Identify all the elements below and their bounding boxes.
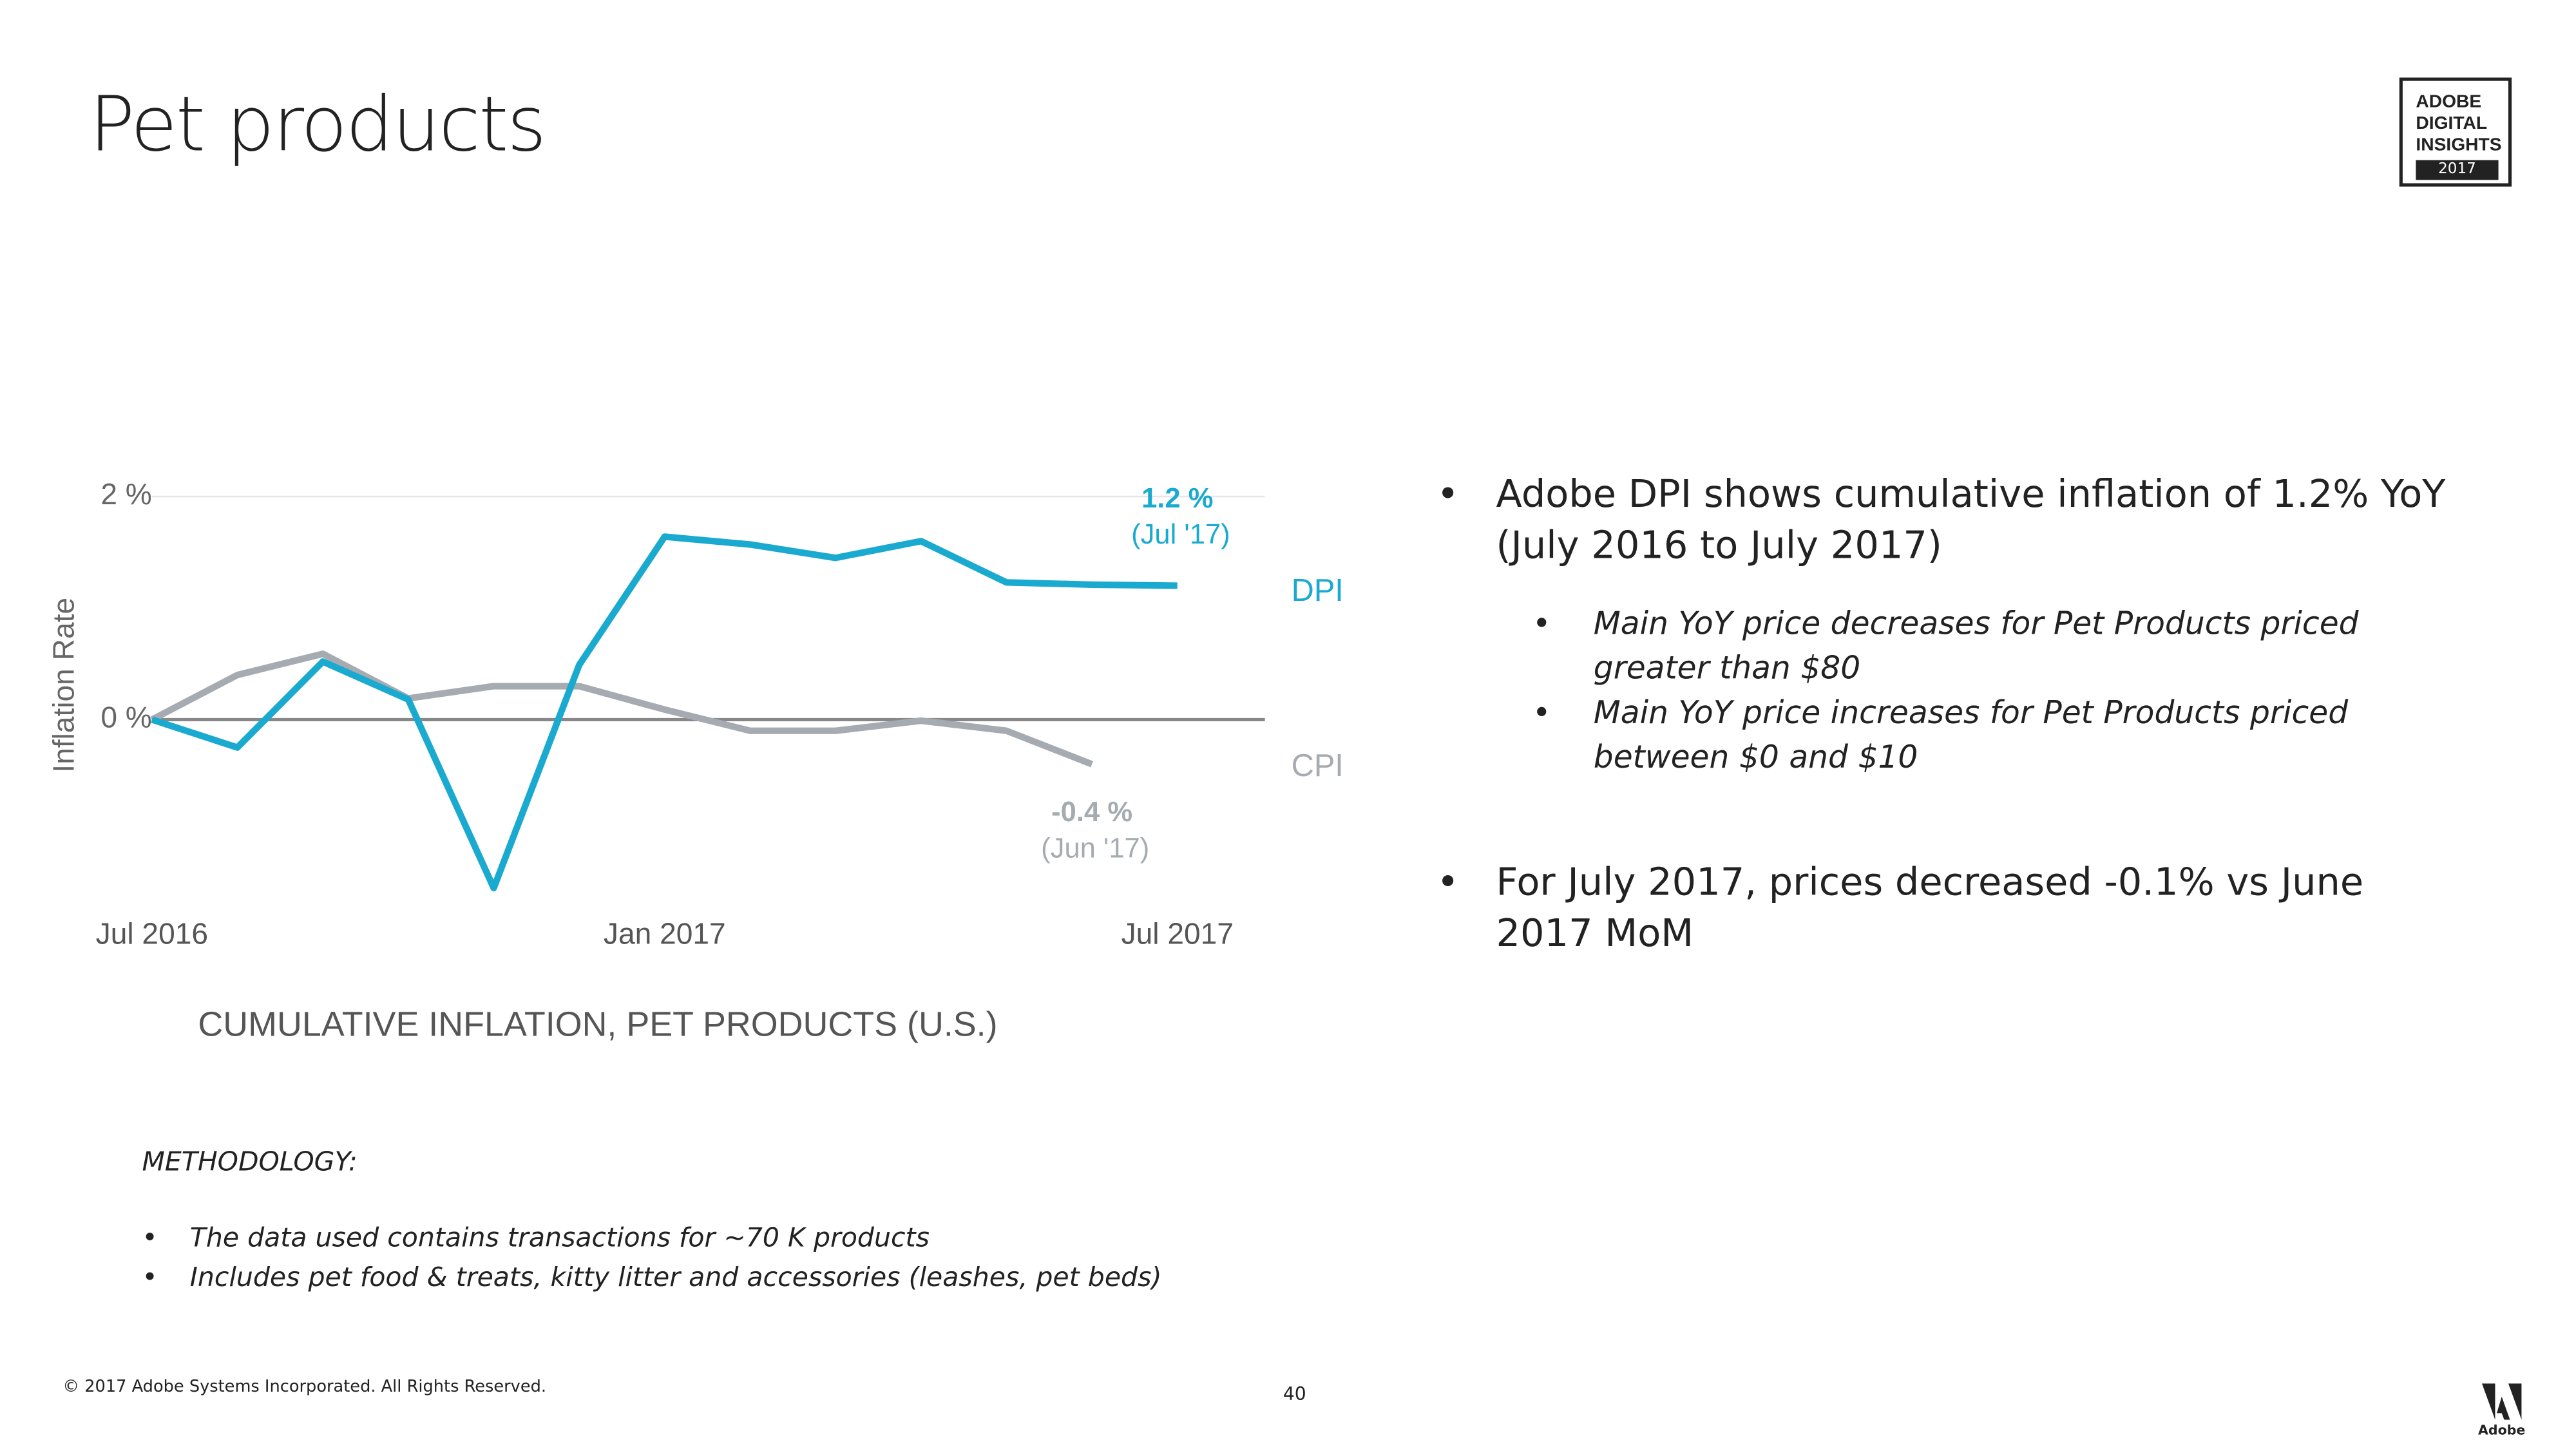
- x-tick-label: Jan 2017: [604, 917, 726, 951]
- legend-label: DPI: [1292, 573, 1344, 608]
- slide-title: Pet products: [89, 79, 546, 169]
- sub-bullet: • Main YoY price increases for Pet Produc…: [1532, 695, 2349, 776]
- badge-year: 2017: [2416, 160, 2499, 180]
- y-axis-label: Inflation Rate: [47, 598, 81, 773]
- x-tick-label: Jul 2016: [96, 917, 208, 951]
- y-tick-label: 0 %: [100, 701, 151, 734]
- data-label: -0.4 %: [1051, 797, 1132, 828]
- methodology-item: • The data used contains transactions for…: [142, 1221, 930, 1253]
- bullet: • Adobe DPI shows cumulative inflation of…: [1436, 471, 2460, 781]
- data-label: 1.2 %: [1141, 483, 1213, 514]
- methodology-item: • Includes pet food & treats, kitty litte…: [142, 1261, 1162, 1293]
- footer: © 2017 Adobe Systems Incorporated. All R…: [62, 1378, 547, 1397]
- logo: Adobe: [2477, 1383, 2526, 1438]
- series-line: [151, 533, 1178, 892]
- sub-bullets: • Main YoY price decreases for Pet Produc…: [1532, 603, 2461, 781]
- bullet-text: Adobe DPI shows cumulative inflation of …: [1496, 473, 2446, 568]
- badge-line: DIGITAL: [2416, 113, 2488, 134]
- data-label-date: (Jul '17): [1131, 519, 1230, 550]
- badge-line: INSIGHTS: [2416, 135, 2502, 155]
- bullet-text: For July 2017, prices decreased -0.1% vs…: [1496, 862, 2364, 956]
- badge: ADOBE DIGITAL INSIGHTS 2017: [2399, 77, 2512, 187]
- methodology: METHODOLOGY: • The data used contains tra…: [142, 1142, 1161, 1298]
- page-number: 40: [1283, 1383, 1306, 1405]
- logo-icon: [2481, 1383, 2522, 1420]
- logo-text: Adobe: [2478, 1423, 2526, 1438]
- methodology-text: The data used contains transactions for …: [189, 1221, 930, 1253]
- legend-label: CPI: [1292, 748, 1344, 783]
- sub-bullet-text: Main YoY price decreases for Pet Product…: [1593, 605, 2359, 687]
- sub-bullet-text: Main YoY price increases for Pet Product…: [1593, 695, 2349, 776]
- x-tick-label: Jul 2017: [1121, 917, 1234, 951]
- series-line: [150, 650, 1093, 768]
- methodology-heading: METHODOLOGY:: [142, 1146, 358, 1177]
- data-label-date: (Jun '17): [1041, 833, 1149, 864]
- sub-bullet: • Main YoY price decreases for Pet Produc…: [1532, 605, 2359, 687]
- chart-title: CUMULATIVE INFLATION, PET PRODUCTS (U.S.…: [198, 1005, 997, 1044]
- bullet: • For July 2017, prices decreased -0.1% v…: [1436, 858, 2460, 961]
- y-tick-label: 2 %: [100, 477, 151, 511]
- badge-line: ADOBE: [2416, 92, 2482, 113]
- methodology-text: Includes pet food & treats, kitty litter…: [189, 1261, 1162, 1293]
